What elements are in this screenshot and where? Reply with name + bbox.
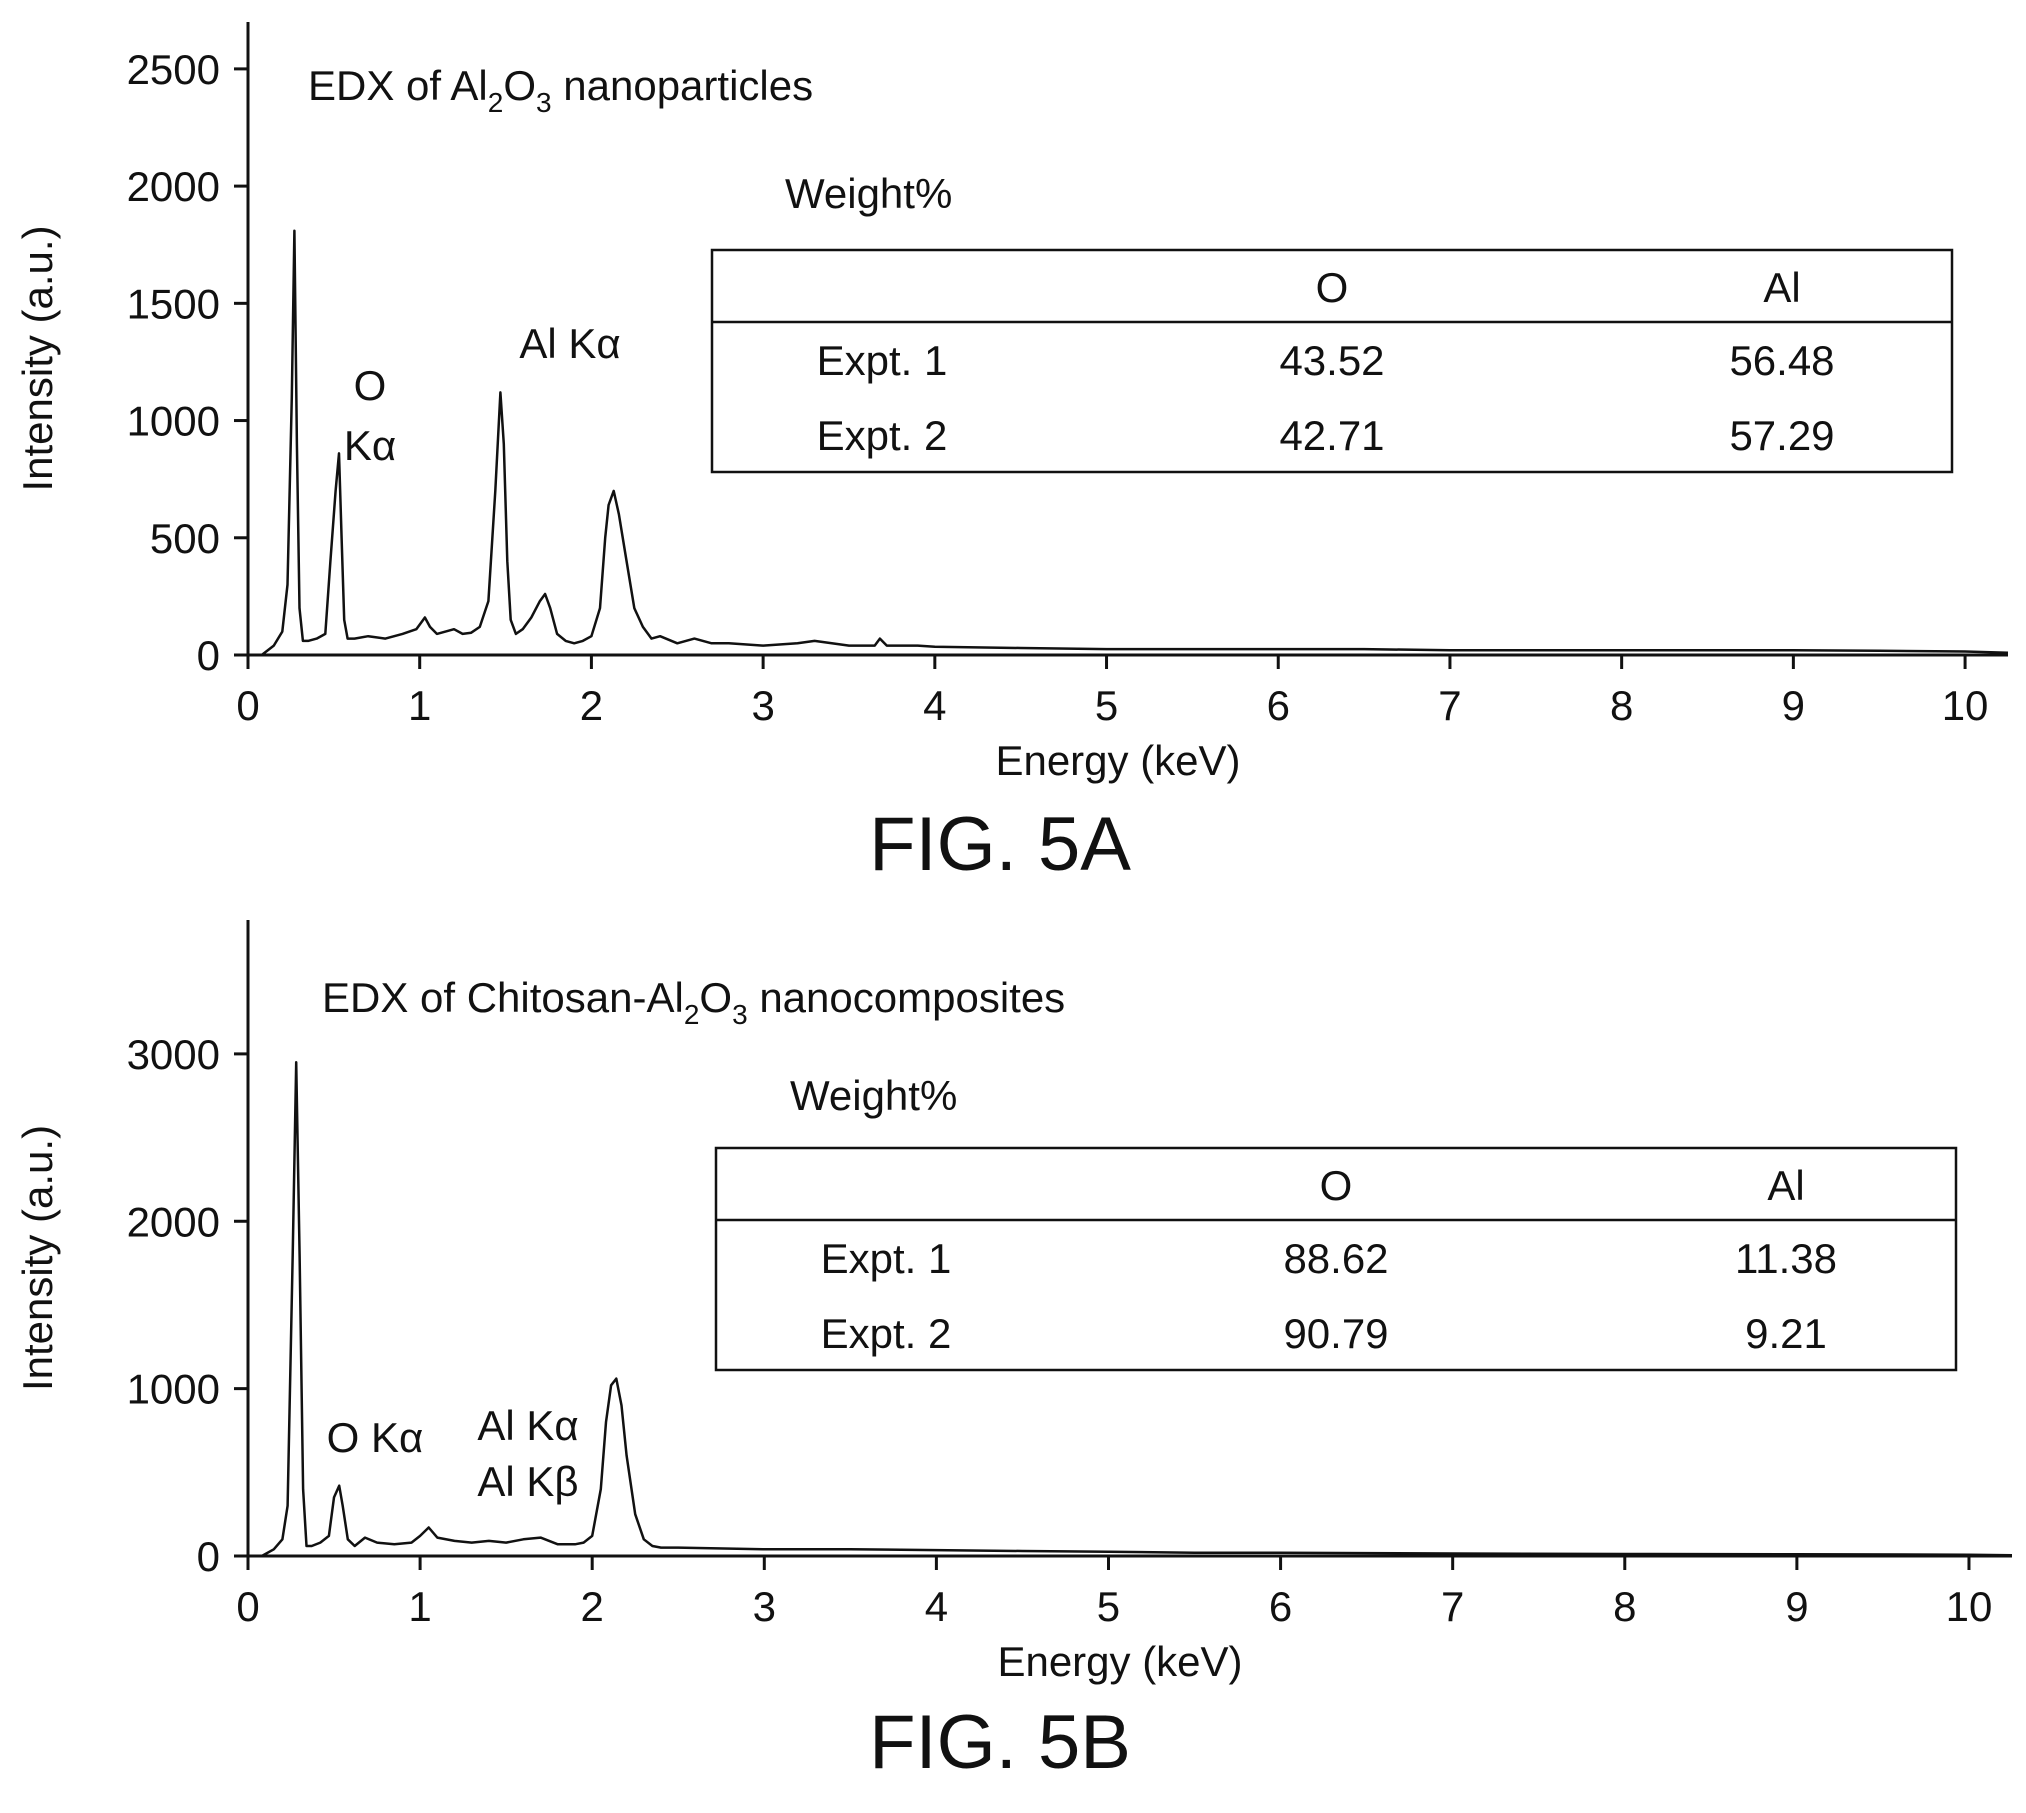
x-tick-label: 6 — [1267, 682, 1290, 729]
y-tick-label: 2500 — [127, 46, 220, 93]
y-axis-label: Intensity (a.u.) — [14, 1125, 61, 1391]
peak-label: O Kα — [327, 1414, 424, 1461]
x-tick-label: 8 — [1613, 1583, 1636, 1630]
y-axis-label: Intensity (a.u.) — [14, 225, 61, 491]
table-cell: 42.71 — [1279, 412, 1384, 459]
table-cell: 57.29 — [1729, 412, 1834, 459]
y-tick-label: 0 — [197, 1533, 220, 1580]
table-header-cell: O — [1320, 1162, 1353, 1209]
y-tick-label: 500 — [150, 515, 220, 562]
figure-label: FIG. 5A — [869, 802, 1131, 887]
x-tick-label: 6 — [1269, 1583, 1292, 1630]
table-cell: Expt. 2 — [821, 1310, 952, 1357]
y-tick-label: 3000 — [127, 1031, 220, 1078]
table-cell: 56.48 — [1729, 337, 1834, 384]
x-tick-label: 9 — [1782, 682, 1805, 729]
edx-chart-a: 0 1 2 3 4 5 6 7 8 9 10 0 500 1000 1500 2000 2500 Energy (… — [14, 22, 2009, 887]
y-tick-label: 1000 — [127, 398, 220, 445]
x-tick-label: 10 — [1942, 682, 1989, 729]
table-cell: 90.79 — [1283, 1310, 1388, 1357]
x-tick-label: 4 — [923, 682, 946, 729]
y-tick-label: 2000 — [127, 163, 220, 210]
x-tick-label: 1 — [408, 682, 431, 729]
spectrum-line — [261, 1061, 2013, 1558]
weight-table-border — [714, 1146, 1958, 1372]
y-tick-label: 2000 — [127, 1198, 220, 1245]
x-tick-label: 4 — [925, 1583, 948, 1630]
chart-title: EDX of Al2O3 nanoparticles — [308, 62, 813, 118]
peak-label: Kα — [344, 422, 396, 469]
table-cell: 43.52 — [1279, 337, 1384, 384]
figure-label: FIG. 5B — [869, 1700, 1131, 1785]
edx-chart-b: 0 1 2 3 4 5 6 7 8 9 10 0 1000 2000 3000 Energy (keV) Int… — [14, 920, 2013, 1785]
x-tick-label: 7 — [1438, 682, 1461, 729]
x-tick-label: 3 — [753, 1583, 776, 1630]
y-tick-label: 1000 — [127, 1366, 220, 1413]
peak-label: Al Kα — [519, 320, 620, 367]
spectrum-line — [260, 229, 2009, 656]
peak-label: Al Kβ — [477, 1458, 578, 1505]
x-tick-label: 3 — [751, 682, 774, 729]
y-tick-label: 1500 — [127, 280, 220, 327]
table-cell: 9.21 — [1745, 1310, 1827, 1357]
x-tick-label: 7 — [1441, 1583, 1464, 1630]
x-axis-label: Energy (keV) — [997, 1638, 1242, 1685]
x-tick-label: 10 — [1946, 1583, 1993, 1630]
x-tick-label: 0 — [236, 1583, 259, 1630]
x-tick-label: 5 — [1097, 1583, 1120, 1630]
x-tick-label: 1 — [408, 1583, 431, 1630]
peak-label: Al Kα — [477, 1402, 578, 1449]
chart-title: EDX of Chitosan-Al2O3 nanocomposites — [322, 974, 1065, 1030]
table-cell: 11.38 — [1735, 1235, 1837, 1282]
weight-table-border — [710, 248, 1954, 474]
y-tick-label: 0 — [197, 632, 220, 679]
table-title: Weight% — [790, 1072, 957, 1119]
table-cell: Expt. 1 — [821, 1235, 952, 1282]
x-tick-label: 5 — [1095, 682, 1118, 729]
table-header-cell: Al — [1763, 264, 1800, 311]
table-cell: Expt. 1 — [817, 337, 948, 384]
table-cell: 88.62 — [1283, 1235, 1388, 1282]
table-header-cell: O — [1316, 264, 1349, 311]
x-tick-label: 0 — [236, 682, 259, 729]
table-cell: Expt. 2 — [817, 412, 948, 459]
table-title: Weight% — [785, 170, 952, 217]
x-tick-label: 2 — [581, 1583, 604, 1630]
x-tick-label: 2 — [580, 682, 603, 729]
x-tick-label: 8 — [1610, 682, 1633, 729]
x-axis-label: Energy (keV) — [995, 737, 1240, 784]
table-header-cell: Al — [1767, 1162, 1804, 1209]
x-tick-label: 9 — [1785, 1583, 1808, 1630]
peak-label: O — [354, 362, 387, 409]
